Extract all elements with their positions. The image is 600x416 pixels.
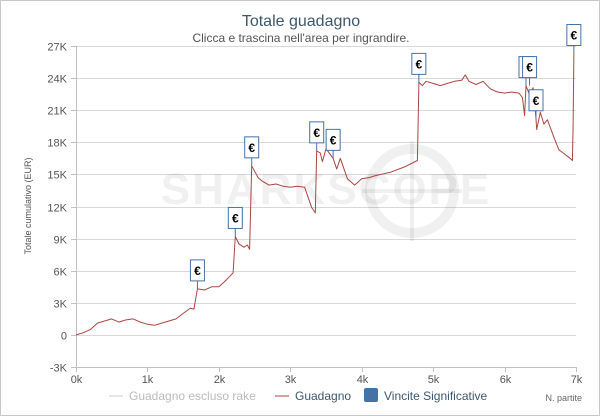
- y-tick-label: 0: [61, 331, 67, 343]
- x-tick-label: 5k: [428, 374, 440, 386]
- flag-vincita[interactable]: €: [411, 52, 427, 83]
- flag-label: €: [416, 57, 423, 71]
- legend-item-guadagno[interactable]: Guadagno: [275, 389, 351, 403]
- flag-label: €: [526, 61, 533, 75]
- significant-wins-flags: €€€€€€€€€€: [189, 23, 582, 289]
- flag-label: €: [194, 264, 201, 278]
- flag-label: €: [248, 141, 255, 155]
- legend-label-guadagno: Guadagno: [295, 389, 351, 403]
- grid-lines: [76, 46, 576, 368]
- chart-title: Totale guadagno: [242, 13, 360, 30]
- y-tick-label: 21K: [47, 106, 67, 118]
- watermark: SHARKSCOPE: [161, 165, 492, 214]
- x-tick-label: 1k: [142, 374, 154, 386]
- flag-label: €: [232, 211, 239, 225]
- x-tick-label: 2k: [214, 374, 226, 386]
- legend-label-escluso-rake: Guadagno escluso rake: [129, 389, 256, 403]
- flag-vincita[interactable]: €: [528, 89, 544, 119]
- x-tick-label: 6k: [500, 374, 512, 386]
- plot-area: [75, 53, 575, 336]
- y-tick-label: 27K: [47, 42, 67, 54]
- x-tick-label: 7k: [571, 374, 583, 386]
- legend-label-vincite: Vincite Significative: [384, 389, 487, 403]
- legend-swatch-vincite: [364, 388, 378, 402]
- flag-box: [522, 56, 538, 79]
- flag-vincita[interactable]: €: [227, 206, 243, 237]
- x-tick-label: 4k: [357, 374, 369, 386]
- y-tick-label: 6K: [54, 267, 68, 279]
- x-axis: 0k 1k 2k 3k 4k 5k 6k 7k: [71, 367, 583, 386]
- flag-label: €: [571, 28, 578, 42]
- x-tick-label: 0k: [71, 374, 83, 386]
- flag-box: [189, 259, 205, 282]
- flag-box: [309, 121, 325, 144]
- legend-item-escluso-rake[interactable]: Guadagno escluso rake: [109, 389, 256, 403]
- y-tick-label: 12K: [47, 203, 67, 215]
- flag-box: [227, 206, 243, 229]
- y-axis: -3K 0 3K 6K 9K 12K 15K 18K 21K 24K 27K: [47, 42, 77, 375]
- y-tick-label: 3K: [54, 299, 68, 311]
- series-guadagno-line: [75, 53, 575, 336]
- flag-vincita[interactable]: €: [244, 136, 260, 166]
- x-axis-label: N. partite: [545, 393, 582, 403]
- legend: Guadagno escluso rake Guadagno Vincite S…: [109, 388, 487, 403]
- watermark-scope-icon: [362, 141, 462, 241]
- chart-subtitle: Clicca e trascina nell'area per ingrandi…: [192, 31, 409, 45]
- y-axis-label: Totale cumulativo (EUR): [23, 157, 33, 254]
- flag-label: €: [533, 94, 540, 108]
- x-tick-label: 3k: [285, 374, 297, 386]
- y-tick-label: 15K: [47, 170, 67, 182]
- flag-box: [411, 52, 427, 75]
- flag-box: [244, 136, 260, 159]
- flag-vincita[interactable]: €: [325, 128, 341, 159]
- flag-box: [325, 128, 341, 151]
- y-tick-label: -3K: [50, 363, 68, 375]
- flag-vincita[interactable]: €: [189, 259, 205, 289]
- legend-item-vincite[interactable]: Vincite Significative: [364, 388, 487, 403]
- flag-box: [566, 23, 582, 46]
- y-tick-label: 24K: [47, 74, 67, 86]
- flag-vincita[interactable]: €: [566, 23, 582, 54]
- flag-box: [528, 89, 544, 112]
- flag-vincita[interactable]: €: [522, 56, 538, 86]
- y-tick-label: 9K: [54, 235, 68, 247]
- flag-vincita[interactable]: €: [309, 121, 325, 151]
- y-tick-label: 18K: [47, 138, 67, 150]
- flag-label: €: [330, 133, 337, 147]
- flag-label: €: [313, 126, 320, 140]
